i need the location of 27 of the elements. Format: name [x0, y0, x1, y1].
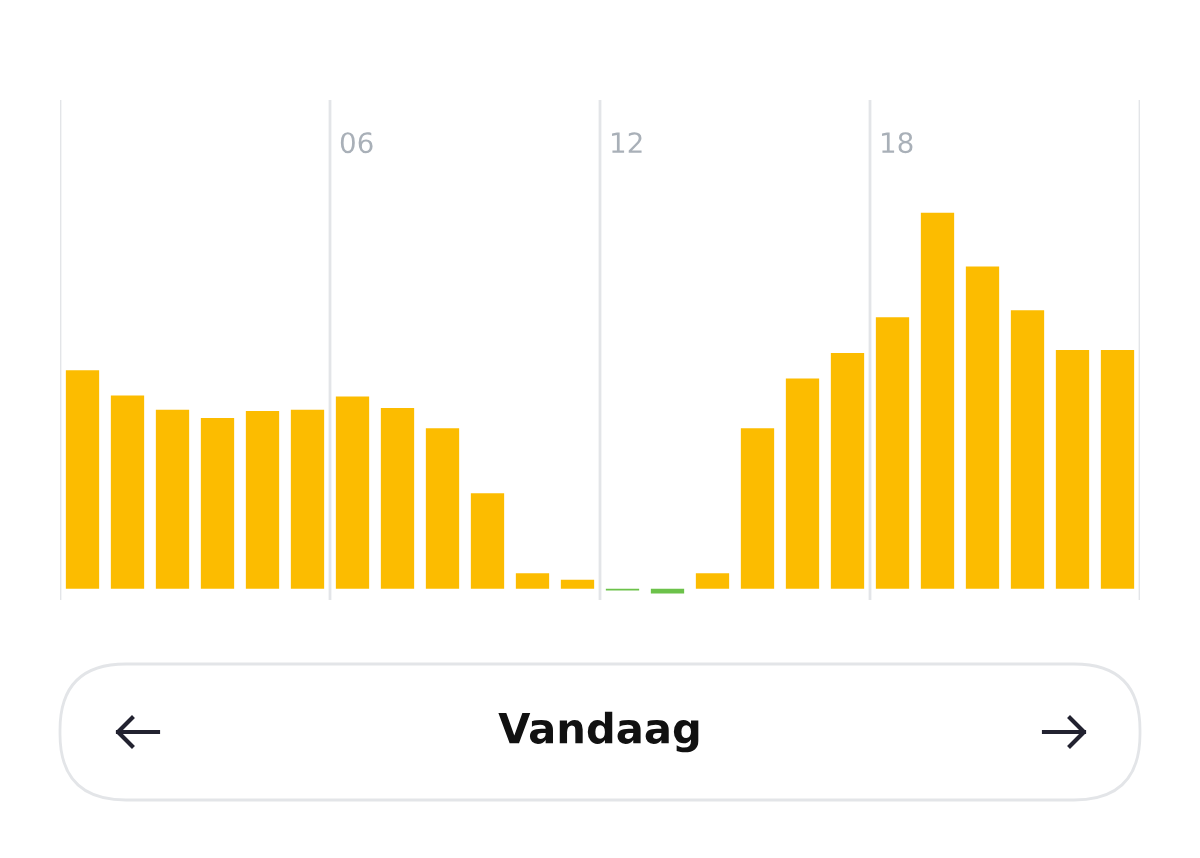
bar: [335, 396, 370, 589]
x-tick-label: 18: [882, 132, 913, 154]
bar: [200, 418, 235, 589]
bar: [965, 266, 1000, 589]
text: Vandaag: [498, 711, 699, 753]
bar: [830, 353, 865, 589]
bar: [785, 378, 820, 589]
bar: [380, 407, 415, 589]
bar: [290, 409, 325, 589]
bar: [650, 588, 685, 594]
bar: [425, 428, 460, 589]
bar: [1100, 350, 1135, 589]
bar: [470, 493, 505, 589]
bar: [920, 212, 955, 589]
bar: [155, 409, 190, 589]
bar: [65, 370, 100, 589]
bar: [110, 395, 145, 589]
bar: [875, 317, 910, 589]
bar: [695, 573, 730, 589]
bar: [740, 428, 775, 589]
bar: [515, 573, 550, 589]
bar: [245, 410, 280, 589]
bar: [560, 579, 595, 589]
x-tick-label: 06: [340, 132, 373, 154]
bar: [1055, 350, 1090, 589]
x-tick-label: 12: [612, 132, 642, 153]
bar: [1010, 310, 1045, 589]
